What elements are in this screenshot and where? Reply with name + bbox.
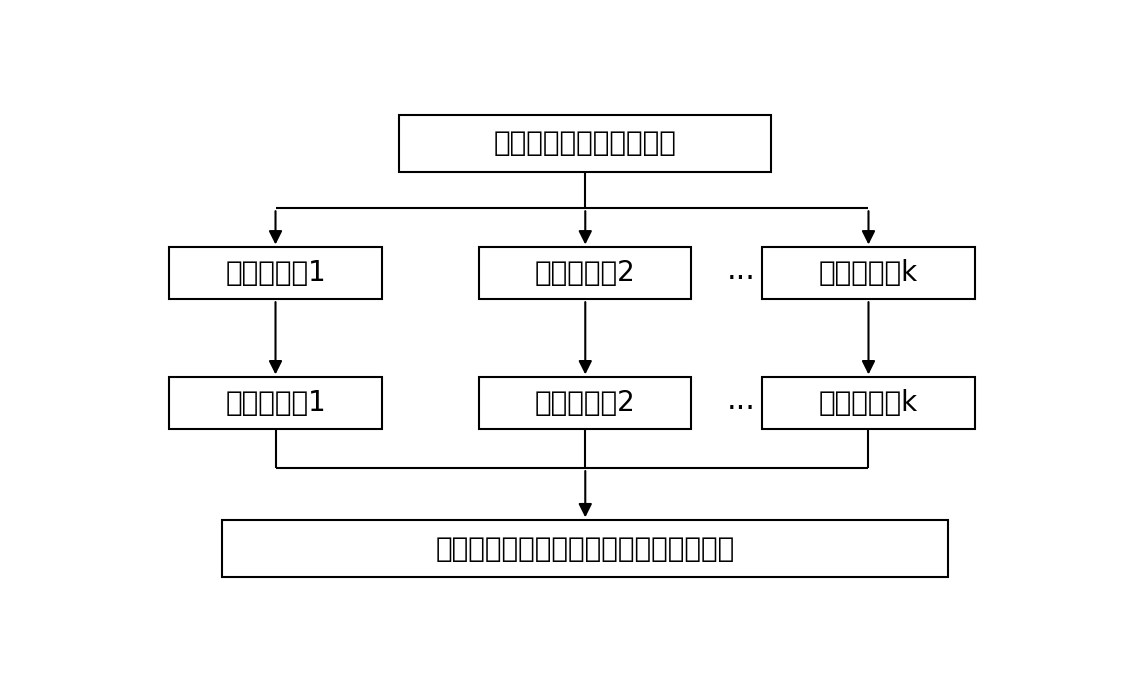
FancyBboxPatch shape — [480, 247, 692, 299]
FancyBboxPatch shape — [763, 377, 974, 429]
Text: 评估电池组1: 评估电池组1 — [225, 259, 325, 288]
FancyBboxPatch shape — [169, 247, 381, 299]
FancyBboxPatch shape — [169, 377, 381, 429]
FancyBboxPatch shape — [223, 520, 948, 577]
Text: 评估电池组2: 评估电池组2 — [534, 259, 636, 288]
Text: ...: ... — [726, 256, 756, 286]
FancyBboxPatch shape — [400, 115, 771, 172]
FancyBboxPatch shape — [763, 247, 974, 299]
Text: 调试电池组2: 调试电池组2 — [534, 389, 636, 417]
FancyBboxPatch shape — [480, 377, 692, 429]
Text: 调试电池组1: 调试电池组1 — [225, 389, 325, 417]
Text: 完成对大容量电池储能系统的评估与调试: 完成对大容量电池储能系统的评估与调试 — [435, 535, 735, 563]
Text: ...: ... — [726, 386, 756, 415]
Text: 评估电池组k: 评估电池组k — [819, 259, 918, 288]
Text: 调试电池组k: 调试电池组k — [819, 389, 918, 417]
Text: 评估大容量电池储能系统: 评估大容量电池储能系统 — [493, 130, 677, 157]
